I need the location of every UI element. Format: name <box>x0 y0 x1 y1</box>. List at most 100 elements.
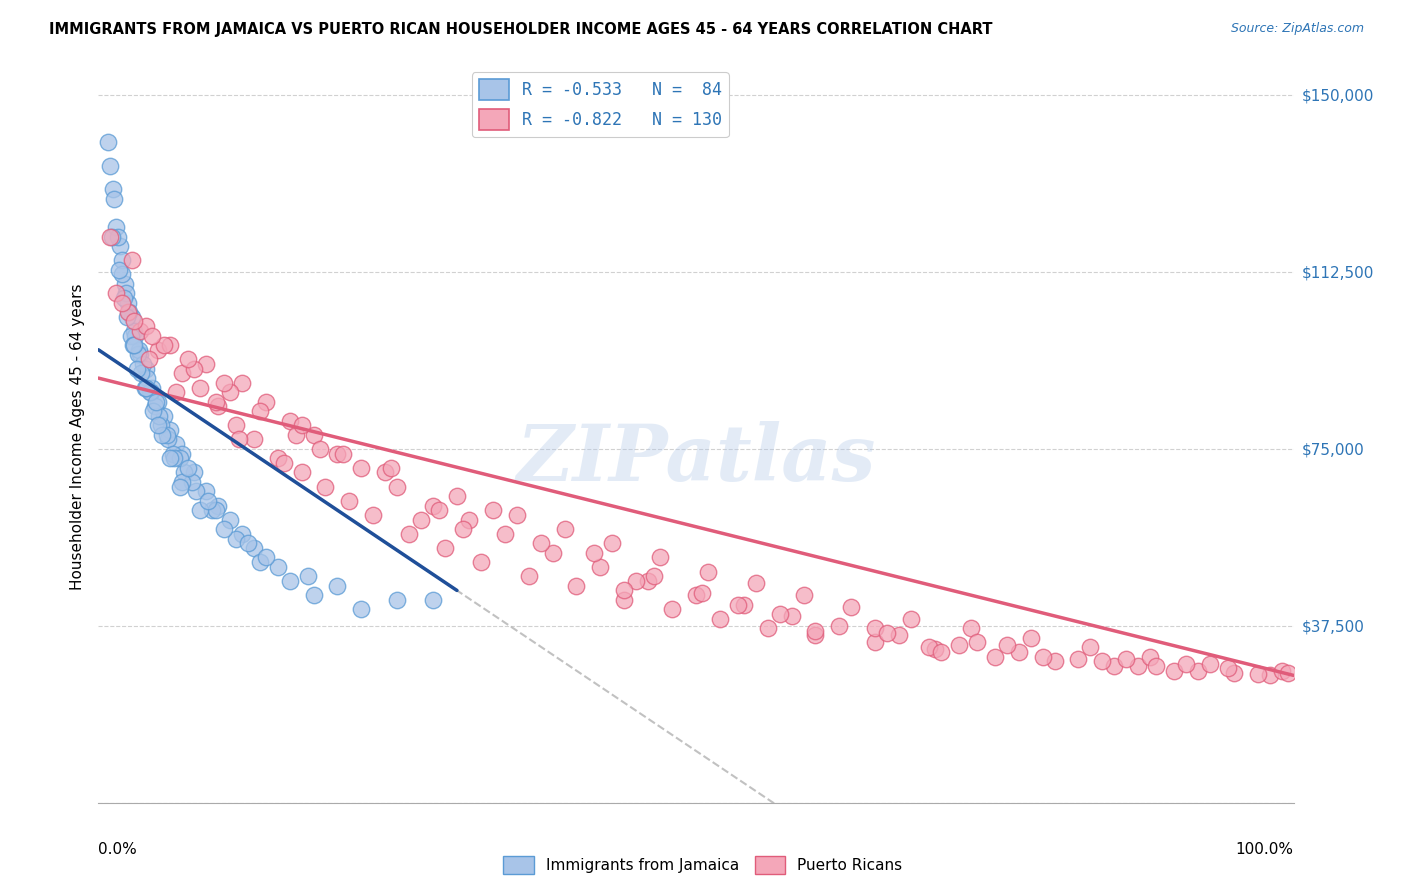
Point <box>709 612 731 626</box>
Point <box>142 404 165 418</box>
Point <box>470 555 492 569</box>
Point <box>1115 652 1137 666</box>
Point <box>219 513 242 527</box>
Point <box>108 239 131 253</box>
Point <box>929 645 952 659</box>
Point <box>554 522 576 536</box>
Point <box>565 579 588 593</box>
Point <box>115 310 138 324</box>
Point <box>434 541 457 555</box>
Point <box>131 367 153 381</box>
Point <box>350 602 373 616</box>
Point <box>326 579 349 593</box>
Point <box>129 324 152 338</box>
Point <box>149 418 172 433</box>
Point <box>273 456 295 470</box>
Point <box>804 628 827 642</box>
Text: ZIPatlas: ZIPatlas <box>516 421 876 497</box>
Point <box>385 593 409 607</box>
Point <box>1247 667 1270 681</box>
Point <box>302 588 325 602</box>
Point <box>530 536 553 550</box>
Point <box>602 536 624 550</box>
Point <box>427 503 450 517</box>
Point <box>162 447 184 461</box>
Point <box>1080 640 1102 654</box>
Point <box>125 361 148 376</box>
Point <box>159 338 181 352</box>
Point <box>458 513 481 527</box>
Point <box>1223 666 1246 681</box>
Point <box>145 394 167 409</box>
Point <box>114 277 136 291</box>
Point <box>100 229 122 244</box>
Point <box>278 413 301 427</box>
Point <box>153 338 176 352</box>
Point <box>769 607 792 621</box>
Point <box>139 385 162 400</box>
Point <box>148 394 170 409</box>
Point <box>97 135 120 149</box>
Point <box>1163 664 1185 678</box>
Point <box>960 621 983 635</box>
Point <box>121 310 143 324</box>
Point <box>136 371 159 385</box>
Point <box>889 628 911 642</box>
Point <box>228 433 250 447</box>
Point <box>1271 664 1294 678</box>
Point <box>422 593 444 607</box>
Point <box>308 442 330 456</box>
Point <box>212 376 235 390</box>
Point <box>177 460 200 475</box>
Point <box>613 583 636 598</box>
Point <box>124 314 146 328</box>
Point <box>841 599 863 614</box>
Point <box>733 598 755 612</box>
Point <box>1199 657 1222 671</box>
Point <box>315 480 337 494</box>
Point <box>411 513 433 527</box>
Point <box>124 338 146 352</box>
Point <box>661 602 683 616</box>
Point <box>212 522 235 536</box>
Point <box>876 626 898 640</box>
Point <box>339 493 361 508</box>
Point <box>900 612 922 626</box>
Point <box>243 541 266 555</box>
Point <box>1175 657 1198 671</box>
Point <box>141 328 163 343</box>
Point <box>129 347 152 361</box>
Point <box>111 267 134 281</box>
Point <box>188 503 211 517</box>
Point <box>225 532 247 546</box>
Point <box>105 286 128 301</box>
Point <box>124 324 146 338</box>
Point <box>332 447 354 461</box>
Point <box>143 400 166 414</box>
Point <box>107 229 129 244</box>
Point <box>128 343 150 357</box>
Point <box>111 295 134 310</box>
Point <box>254 394 277 409</box>
Point <box>380 460 402 475</box>
Point <box>204 394 226 409</box>
Point <box>172 475 194 489</box>
Point <box>1139 649 1161 664</box>
Legend: R = -0.533   N =  84, R = -0.822   N = 130: R = -0.533 N = 84, R = -0.822 N = 130 <box>472 72 728 136</box>
Point <box>120 328 142 343</box>
Point <box>1144 659 1167 673</box>
Point <box>122 338 145 352</box>
Point <box>1187 664 1209 678</box>
Point <box>183 361 205 376</box>
Point <box>135 380 157 394</box>
Point <box>626 574 648 588</box>
Point <box>121 253 143 268</box>
Point <box>589 559 612 574</box>
Text: 100.0%: 100.0% <box>1236 842 1294 856</box>
Point <box>115 286 138 301</box>
Point <box>249 555 271 569</box>
Point <box>117 295 139 310</box>
Point <box>1258 668 1281 682</box>
Point <box>188 380 211 394</box>
Point <box>177 352 200 367</box>
